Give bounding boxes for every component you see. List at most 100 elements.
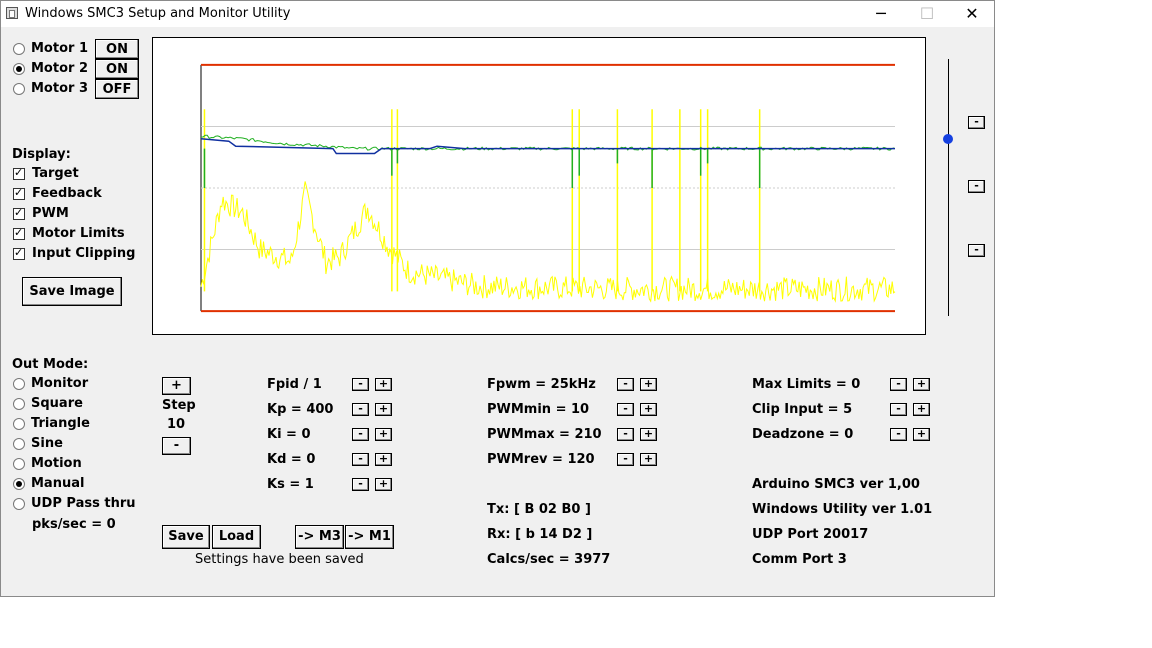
display-heading: Display: bbox=[12, 147, 71, 162]
side-button-2[interactable]: - bbox=[968, 180, 985, 193]
param-fpwm: Fpwm = 25kHz bbox=[487, 377, 596, 392]
step-label: Step bbox=[162, 398, 196, 413]
pwmrev-minus-button[interactable]: - bbox=[617, 453, 634, 466]
fpwm-plus-button[interactable]: + bbox=[640, 378, 657, 391]
fpwm-minus-button[interactable]: - bbox=[617, 378, 634, 391]
copy-to-m1-button[interactable]: -> M1 bbox=[345, 525, 394, 549]
input-clipping-checkbox[interactable] bbox=[13, 246, 25, 260]
motor-1-radio[interactable] bbox=[13, 43, 25, 55]
feedback-label: Feedback bbox=[32, 186, 102, 201]
motor-limits-label: Motor Limits bbox=[32, 226, 125, 241]
close-button[interactable]: ✕ bbox=[965, 4, 979, 23]
pks-per-sec: pks/sec = 0 bbox=[32, 517, 116, 532]
deadzone-plus-button[interactable]: + bbox=[913, 428, 930, 441]
windows-version: Windows Utility ver 1.01 bbox=[752, 502, 933, 517]
max-limits-plus-button[interactable]: + bbox=[913, 378, 930, 391]
target-label: Target bbox=[32, 166, 79, 181]
max-limits-minus-button[interactable]: - bbox=[890, 378, 907, 391]
kp-minus-button[interactable]: - bbox=[352, 403, 369, 416]
udp-port: UDP Port 20017 bbox=[752, 527, 869, 542]
chart-svg bbox=[200, 63, 896, 313]
pwmrev-plus-button[interactable]: + bbox=[640, 453, 657, 466]
motor-2-state-button[interactable]: ON bbox=[95, 59, 139, 79]
position-slider-thumb[interactable] bbox=[943, 133, 953, 144]
ks-minus-button[interactable]: - bbox=[352, 478, 369, 491]
arduino-version: Arduino SMC3 ver 1,00 bbox=[752, 477, 920, 492]
param-ks: Ks = 1 bbox=[267, 477, 314, 492]
mode-triangle-radio[interactable] bbox=[13, 418, 25, 430]
param-clip-input: Clip Input = 5 bbox=[752, 402, 853, 417]
save-image-button[interactable]: Save Image bbox=[22, 277, 122, 306]
fpid-plus-button[interactable]: + bbox=[375, 378, 392, 391]
mode-motion-label: Motion bbox=[31, 456, 82, 471]
param-kd: Kd = 0 bbox=[267, 452, 316, 467]
param-pwmrev: PWMrev = 120 bbox=[487, 452, 595, 467]
rx-readout: Rx: [ b 14 D2 ] bbox=[487, 527, 593, 542]
ks-plus-button[interactable]: + bbox=[375, 478, 392, 491]
minimize-button[interactable]: ─ bbox=[876, 4, 886, 23]
param-pwmmax: PWMmax = 210 bbox=[487, 427, 602, 442]
motor-limits-checkbox[interactable] bbox=[13, 226, 25, 240]
kp-plus-button[interactable]: + bbox=[375, 403, 392, 416]
mode-square-label: Square bbox=[31, 396, 83, 411]
pwm-checkbox[interactable] bbox=[13, 206, 25, 220]
motor-3-state-button[interactable]: OFF bbox=[95, 79, 139, 99]
ki-minus-button[interactable]: - bbox=[352, 428, 369, 441]
mode-square-radio[interactable] bbox=[13, 398, 25, 410]
save-settings-button[interactable]: Save bbox=[162, 525, 210, 549]
main-window: Windows SMC3 Setup and Monitor Utility ─… bbox=[0, 0, 995, 597]
step-minus-button[interactable]: - bbox=[162, 437, 191, 455]
ki-plus-button[interactable]: + bbox=[375, 428, 392, 441]
mode-manual-label: Manual bbox=[31, 476, 85, 491]
pwmmin-plus-button[interactable]: + bbox=[640, 403, 657, 416]
mode-motion-radio[interactable] bbox=[13, 458, 25, 470]
feedback-checkbox[interactable] bbox=[13, 186, 25, 200]
motor-1-state-button[interactable]: ON bbox=[95, 39, 139, 59]
pwm-line bbox=[200, 181, 896, 303]
side-button-1[interactable]: - bbox=[968, 116, 985, 129]
target-checkbox[interactable] bbox=[13, 166, 25, 180]
mode-udp-label: UDP Pass thru bbox=[31, 496, 136, 511]
mode-triangle-label: Triangle bbox=[31, 416, 90, 431]
motor-3-radio[interactable] bbox=[13, 83, 25, 95]
input-clipping-label: Input Clipping bbox=[32, 246, 136, 261]
window-title: Windows SMC3 Setup and Monitor Utility bbox=[25, 6, 291, 21]
title-bar[interactable]: Windows SMC3 Setup and Monitor Utility ─… bbox=[1, 1, 994, 27]
motor-2-radio[interactable] bbox=[13, 63, 25, 75]
chart-grid bbox=[200, 64, 895, 312]
step-value: 10 bbox=[167, 417, 186, 432]
step-plus-button[interactable]: + bbox=[162, 377, 191, 395]
clip-input-plus-button[interactable]: + bbox=[913, 403, 930, 416]
kd-minus-button[interactable]: - bbox=[352, 453, 369, 466]
settings-status: Settings have been saved bbox=[195, 552, 364, 567]
calcs-per-sec: Calcs/sec = 3977 bbox=[487, 552, 611, 567]
mode-monitor-label: Monitor bbox=[31, 376, 89, 391]
mode-manual-radio[interactable] bbox=[13, 478, 25, 490]
param-ki: Ki = 0 bbox=[267, 427, 311, 442]
mode-sine-radio[interactable] bbox=[13, 438, 25, 450]
motor-3-label: Motor 3 bbox=[31, 81, 88, 96]
deadzone-minus-button[interactable]: - bbox=[890, 428, 907, 441]
copy-to-m3-button[interactable]: -> M3 bbox=[295, 525, 344, 549]
mode-monitor-radio[interactable] bbox=[13, 378, 25, 390]
side-button-3[interactable]: - bbox=[968, 244, 985, 257]
clip-input-minus-button[interactable]: - bbox=[890, 403, 907, 416]
fpid-minus-button[interactable]: - bbox=[352, 378, 369, 391]
position-slider-track[interactable] bbox=[948, 59, 949, 316]
out-mode-heading: Out Mode: bbox=[12, 357, 89, 372]
pwmmin-minus-button[interactable]: - bbox=[617, 403, 634, 416]
motor-1-label: Motor 1 bbox=[31, 41, 88, 56]
comm-port: Comm Port 3 bbox=[752, 552, 847, 567]
mode-sine-label: Sine bbox=[31, 436, 63, 451]
load-settings-button[interactable]: Load bbox=[212, 525, 261, 549]
kd-plus-button[interactable]: + bbox=[375, 453, 392, 466]
maximize-button[interactable]: ☐ bbox=[919, 4, 935, 23]
pwm-label: PWM bbox=[32, 206, 69, 221]
param-max-limits: Max Limits = 0 bbox=[752, 377, 861, 392]
param-fpid: Fpid / 1 bbox=[267, 377, 322, 392]
target-line bbox=[200, 138, 895, 155]
pwmmax-plus-button[interactable]: + bbox=[640, 428, 657, 441]
chart-series bbox=[200, 63, 896, 313]
mode-udp-radio[interactable] bbox=[13, 498, 25, 510]
pwmmax-minus-button[interactable]: - bbox=[617, 428, 634, 441]
